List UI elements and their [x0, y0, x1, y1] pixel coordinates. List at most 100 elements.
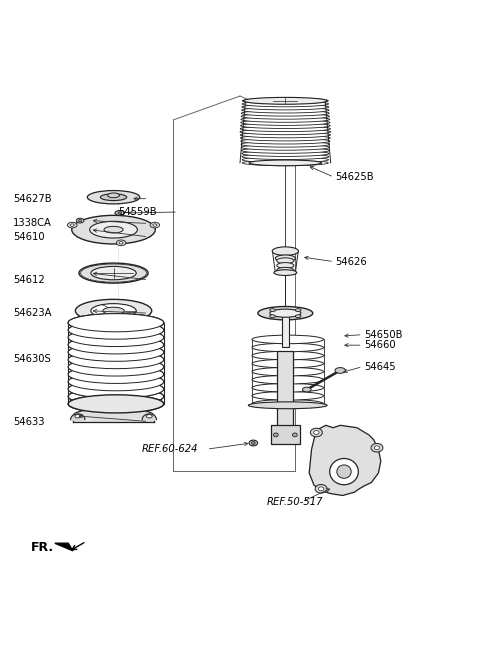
Text: 54660: 54660 [364, 340, 396, 350]
Ellipse shape [68, 395, 164, 413]
Text: REF.50-517: REF.50-517 [266, 496, 323, 507]
Ellipse shape [270, 309, 276, 312]
Ellipse shape [241, 151, 329, 157]
Ellipse shape [78, 219, 82, 222]
Ellipse shape [240, 120, 330, 125]
Ellipse shape [374, 446, 380, 450]
Ellipse shape [100, 194, 127, 200]
Ellipse shape [252, 383, 324, 392]
Ellipse shape [240, 129, 331, 135]
Ellipse shape [249, 160, 322, 166]
Ellipse shape [277, 263, 294, 269]
Ellipse shape [252, 367, 324, 376]
Ellipse shape [241, 110, 329, 116]
Ellipse shape [118, 212, 121, 214]
Ellipse shape [76, 218, 84, 223]
Ellipse shape [91, 267, 136, 280]
Ellipse shape [87, 191, 140, 204]
Text: 54645: 54645 [364, 362, 396, 371]
Text: 54610: 54610 [13, 232, 45, 242]
Text: 54630S: 54630S [13, 354, 51, 364]
Ellipse shape [241, 107, 329, 113]
Ellipse shape [116, 240, 126, 246]
Ellipse shape [242, 101, 328, 107]
Ellipse shape [68, 328, 164, 346]
Ellipse shape [252, 343, 324, 352]
Ellipse shape [315, 485, 327, 493]
Ellipse shape [68, 314, 164, 332]
Text: 54626: 54626 [336, 257, 367, 267]
Ellipse shape [277, 258, 294, 263]
Text: 54633: 54633 [13, 417, 45, 426]
Ellipse shape [243, 98, 327, 104]
Ellipse shape [241, 147, 329, 153]
Ellipse shape [68, 222, 77, 228]
Ellipse shape [240, 132, 330, 138]
Bar [277, 351, 293, 428]
Ellipse shape [91, 304, 136, 318]
Polygon shape [142, 414, 156, 420]
Ellipse shape [272, 247, 299, 255]
Ellipse shape [68, 343, 164, 362]
Ellipse shape [252, 360, 324, 368]
Ellipse shape [146, 415, 152, 418]
Ellipse shape [248, 402, 327, 409]
Ellipse shape [241, 141, 330, 147]
Text: 54612: 54612 [13, 275, 45, 285]
Ellipse shape [153, 224, 156, 226]
Ellipse shape [270, 315, 276, 318]
Ellipse shape [103, 307, 124, 314]
Ellipse shape [240, 126, 330, 132]
Ellipse shape [330, 458, 359, 485]
Ellipse shape [242, 98, 328, 103]
Ellipse shape [68, 395, 164, 413]
Ellipse shape [240, 122, 330, 128]
Ellipse shape [258, 307, 313, 320]
Ellipse shape [274, 270, 297, 276]
Ellipse shape [79, 263, 148, 283]
Ellipse shape [242, 157, 328, 162]
Ellipse shape [71, 224, 74, 226]
Ellipse shape [68, 314, 164, 332]
Ellipse shape [240, 138, 330, 144]
Ellipse shape [252, 375, 324, 384]
Bar [271, 425, 300, 445]
Ellipse shape [252, 441, 255, 445]
Text: FR.: FR. [31, 540, 54, 553]
Ellipse shape [75, 415, 81, 418]
Ellipse shape [115, 210, 124, 215]
Ellipse shape [68, 321, 164, 339]
Bar [282, 316, 288, 346]
Ellipse shape [302, 387, 311, 392]
Ellipse shape [313, 430, 319, 434]
Ellipse shape [274, 433, 278, 437]
Ellipse shape [104, 227, 123, 233]
Ellipse shape [150, 222, 159, 228]
Ellipse shape [292, 433, 297, 437]
Ellipse shape [371, 443, 383, 452]
Ellipse shape [241, 113, 329, 119]
Ellipse shape [277, 267, 294, 273]
Ellipse shape [318, 487, 324, 491]
Text: 54650B: 54650B [364, 329, 403, 340]
Ellipse shape [335, 367, 346, 373]
Ellipse shape [241, 117, 330, 122]
Text: 54623A: 54623A [13, 309, 52, 318]
Ellipse shape [75, 299, 152, 322]
Ellipse shape [311, 428, 323, 437]
Ellipse shape [295, 315, 301, 318]
Ellipse shape [276, 255, 295, 261]
Ellipse shape [242, 104, 329, 110]
Ellipse shape [68, 350, 164, 369]
Ellipse shape [295, 309, 301, 312]
Ellipse shape [249, 440, 258, 446]
Ellipse shape [252, 335, 324, 344]
Ellipse shape [240, 135, 330, 141]
Text: 54627B: 54627B [13, 194, 52, 204]
Ellipse shape [68, 373, 164, 391]
Polygon shape [309, 425, 381, 495]
Ellipse shape [68, 380, 164, 398]
Text: 54625B: 54625B [336, 172, 374, 182]
Ellipse shape [252, 351, 324, 360]
Ellipse shape [252, 400, 324, 408]
